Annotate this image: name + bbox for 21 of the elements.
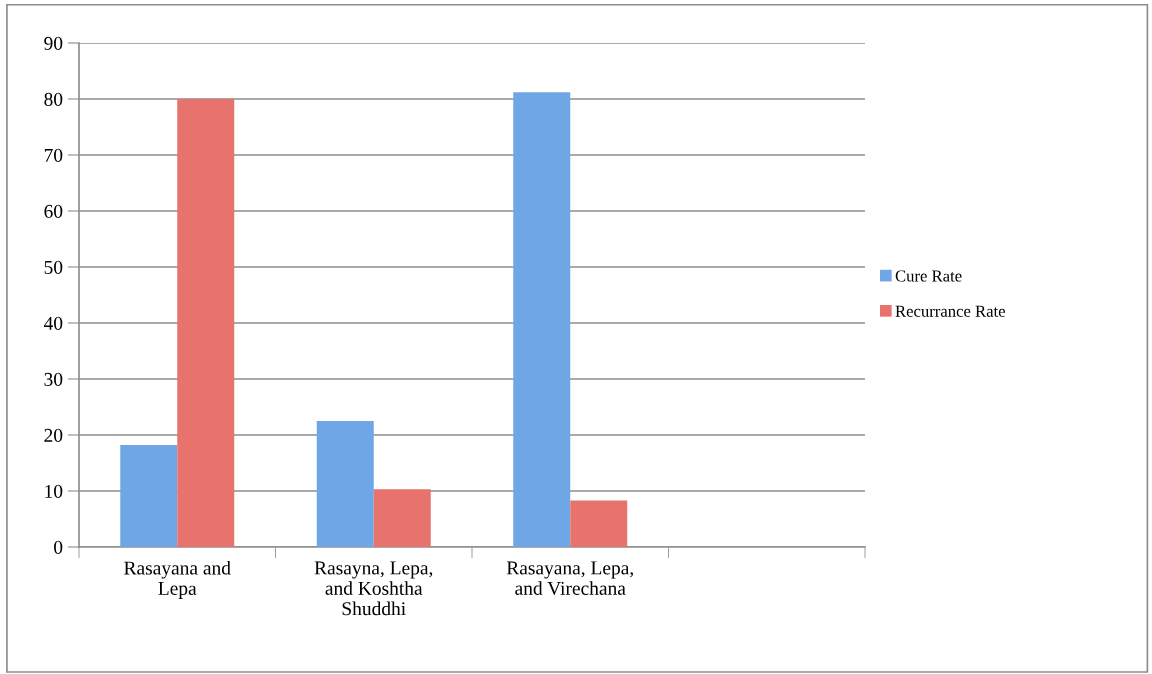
legend-label: Recurrance Rate (895, 305, 1005, 317)
y-tick-label: 40 (43, 316, 63, 330)
y-tick-label: 30 (44, 372, 63, 386)
y-tick-label: 10 (45, 484, 63, 498)
bar (570, 500, 628, 547)
y-tick-label: 60 (44, 204, 63, 218)
x-tick-label: Rasayana, Lepa, and Virechana (506, 561, 633, 596)
y-tick-label: 0 (54, 540, 63, 554)
x-tick-label: Rasayna, Lepa, and Koshtha Shuddhi (314, 561, 433, 616)
bar (373, 489, 431, 547)
bar (316, 421, 374, 547)
y-tick-label: 50 (44, 260, 63, 274)
bar (177, 99, 235, 547)
y-tick-label: 90 (44, 36, 63, 50)
bar (513, 92, 571, 547)
y-tick-label: 70 (44, 148, 63, 162)
y-tick-label: 20 (44, 428, 63, 442)
bar (120, 445, 178, 547)
x-tick-label: Rasayana and Lepa (124, 560, 231, 599)
y-tick-label: 80 (44, 92, 63, 106)
legend-label: Cure Rate (895, 270, 962, 282)
